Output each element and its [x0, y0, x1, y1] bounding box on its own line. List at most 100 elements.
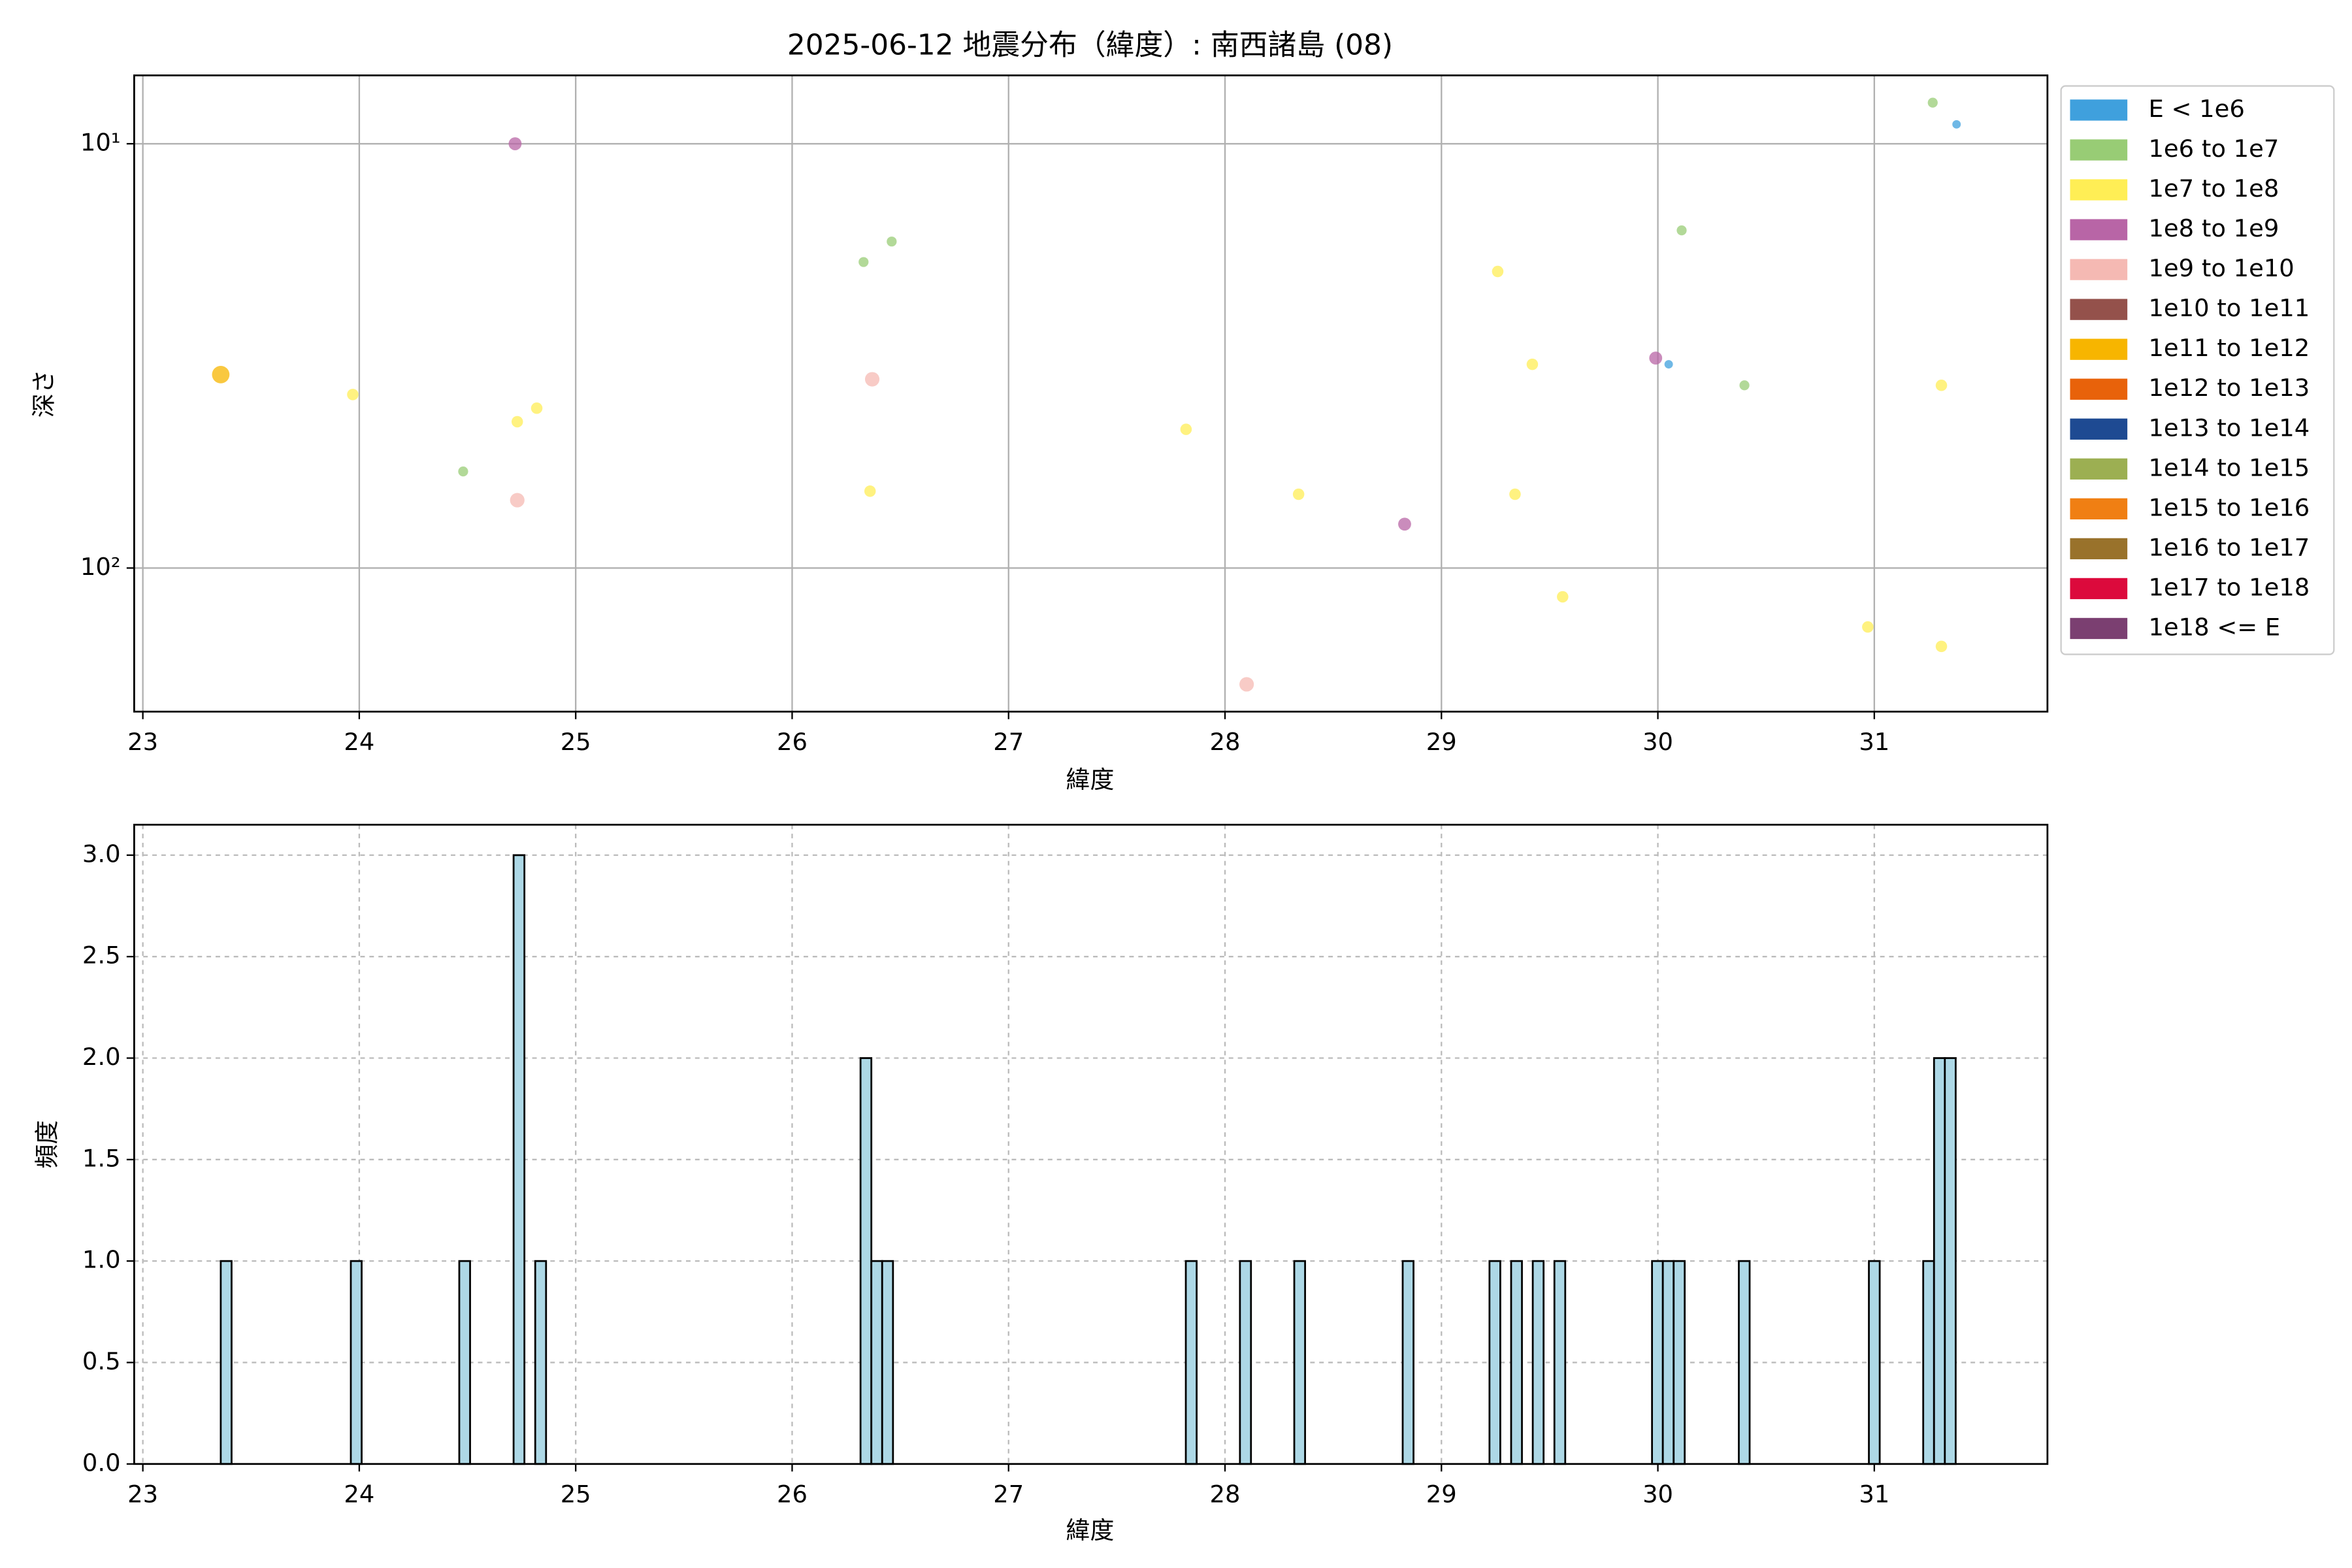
y-tick-label: 3.0 — [82, 840, 121, 868]
histogram-bar — [1553, 1260, 1567, 1465]
histogram-bar — [1531, 1260, 1545, 1465]
x-tick-label: 25 — [561, 1480, 591, 1509]
y-axis-label: 深さ — [30, 369, 58, 417]
scatter-point — [1935, 380, 1948, 391]
x-tick-label: 30 — [1642, 728, 1673, 756]
legend-label: 1e18 <= E — [2148, 613, 2280, 641]
scatter-point — [212, 365, 230, 384]
histogram-bar — [534, 1260, 547, 1465]
legend-swatch — [2070, 378, 2128, 400]
scatter-point — [531, 402, 543, 414]
scatter-point — [1557, 591, 1569, 603]
scatter-point — [511, 416, 523, 428]
x-tick-label: 23 — [127, 728, 158, 756]
histogram-bar — [1651, 1260, 1664, 1465]
x-tick-label: 25 — [561, 728, 591, 756]
histogram-bar — [870, 1260, 883, 1465]
histogram-bar — [1510, 1260, 1523, 1465]
x-tick-label: 27 — [993, 1480, 1024, 1509]
plot-frame — [133, 74, 2049, 713]
y-tick-label: 1.0 — [82, 1246, 121, 1274]
scatter-point — [1927, 97, 1938, 108]
y-tick-label: 10² — [80, 553, 121, 581]
legend-label: 1e12 to 1e13 — [2148, 374, 2310, 402]
legend-frame — [2060, 85, 2335, 655]
legend-label: 1e10 to 1e11 — [2148, 294, 2310, 322]
scatter-point — [1664, 360, 1673, 369]
x-tick-label: 29 — [1426, 1480, 1457, 1509]
legend-label: 1e14 to 1e15 — [2148, 453, 2310, 482]
histogram-bar — [1944, 1057, 1957, 1465]
scatter-point — [1935, 640, 1948, 653]
scatter-point — [1952, 120, 1961, 129]
scatter-point — [510, 493, 525, 508]
scatter-point — [1398, 517, 1411, 531]
legend-swatch — [2070, 458, 2128, 480]
y-tick-label: 2.5 — [82, 941, 121, 970]
legend-label: 1e15 to 1e16 — [2148, 493, 2310, 521]
histogram-bar — [350, 1260, 363, 1465]
scatter-point — [1239, 677, 1254, 692]
histogram-bar — [512, 854, 526, 1465]
y-tick-label: 0.0 — [82, 1448, 121, 1477]
legend-swatch — [2070, 259, 2128, 280]
legend-swatch — [2070, 99, 2128, 121]
scatter-point — [1862, 621, 1874, 633]
x-tick-label: 27 — [993, 728, 1024, 756]
scatter-point — [347, 389, 359, 400]
legend-swatch — [2070, 179, 2128, 201]
scatter-point — [1649, 351, 1663, 365]
plot-frame — [133, 823, 2049, 1465]
y-tick-label: 10¹ — [80, 129, 121, 157]
x-tick-label: 23 — [127, 1480, 158, 1509]
legend-label: E < 1e6 — [2148, 95, 2244, 123]
x-tick-label: 24 — [344, 728, 374, 756]
legend-swatch — [2070, 617, 2128, 640]
legend-label: 1e9 to 1e10 — [2148, 254, 2294, 282]
scatter-point — [887, 237, 897, 247]
x-tick-label: 31 — [1859, 728, 1889, 756]
histogram-bar — [1868, 1260, 1881, 1465]
histogram-bar — [1184, 1260, 1198, 1465]
scatter-point — [1509, 488, 1521, 500]
chart-title: 2025-06-12 地震分布（緯度）: 南西諸島 (08) — [787, 29, 1393, 62]
histogram-bar — [458, 1260, 471, 1465]
legend-swatch — [2070, 538, 2128, 560]
scatter-point — [1526, 358, 1539, 370]
scatter-point — [864, 372, 880, 387]
x-tick-label: 31 — [1859, 1480, 1889, 1509]
legend-swatch — [2070, 139, 2128, 161]
histogram-bar — [1401, 1260, 1414, 1465]
scatter-point — [864, 485, 876, 497]
legend-swatch — [2070, 578, 2128, 600]
scatter-point — [1739, 380, 1750, 391]
legend-swatch — [2070, 299, 2128, 320]
y-axis-label: 頻度 — [33, 1120, 61, 1169]
legend-label: 1e8 to 1e9 — [2148, 214, 2279, 242]
scatter-point — [858, 257, 869, 267]
y-tick-label: 1.5 — [82, 1144, 121, 1172]
histogram-bar — [1293, 1260, 1306, 1465]
y-tick-label: 2.0 — [82, 1043, 121, 1071]
legend-swatch — [2070, 418, 2128, 440]
x-tick-label: 28 — [1210, 1480, 1241, 1509]
histogram-bar — [1488, 1260, 1501, 1465]
legend-swatch — [2070, 498, 2128, 519]
legend-label: 1e13 to 1e14 — [2148, 414, 2310, 442]
histogram-bar — [859, 1057, 873, 1465]
histogram-bar — [1239, 1260, 1252, 1465]
x-tick-label: 26 — [777, 728, 808, 756]
histogram-bar — [1933, 1057, 1946, 1465]
legend-label: 1e17 to 1e18 — [2148, 573, 2310, 601]
x-tick-label: 30 — [1642, 1480, 1673, 1509]
histogram-bar — [1661, 1260, 1675, 1465]
histogram-bar — [220, 1260, 233, 1465]
legend-swatch — [2070, 219, 2128, 240]
x-tick-label: 26 — [777, 1480, 808, 1509]
x-tick-label: 28 — [1210, 728, 1241, 756]
histogram-bar — [1738, 1260, 1751, 1465]
y-tick-label: 0.5 — [82, 1347, 121, 1375]
histogram-bar — [881, 1260, 894, 1465]
